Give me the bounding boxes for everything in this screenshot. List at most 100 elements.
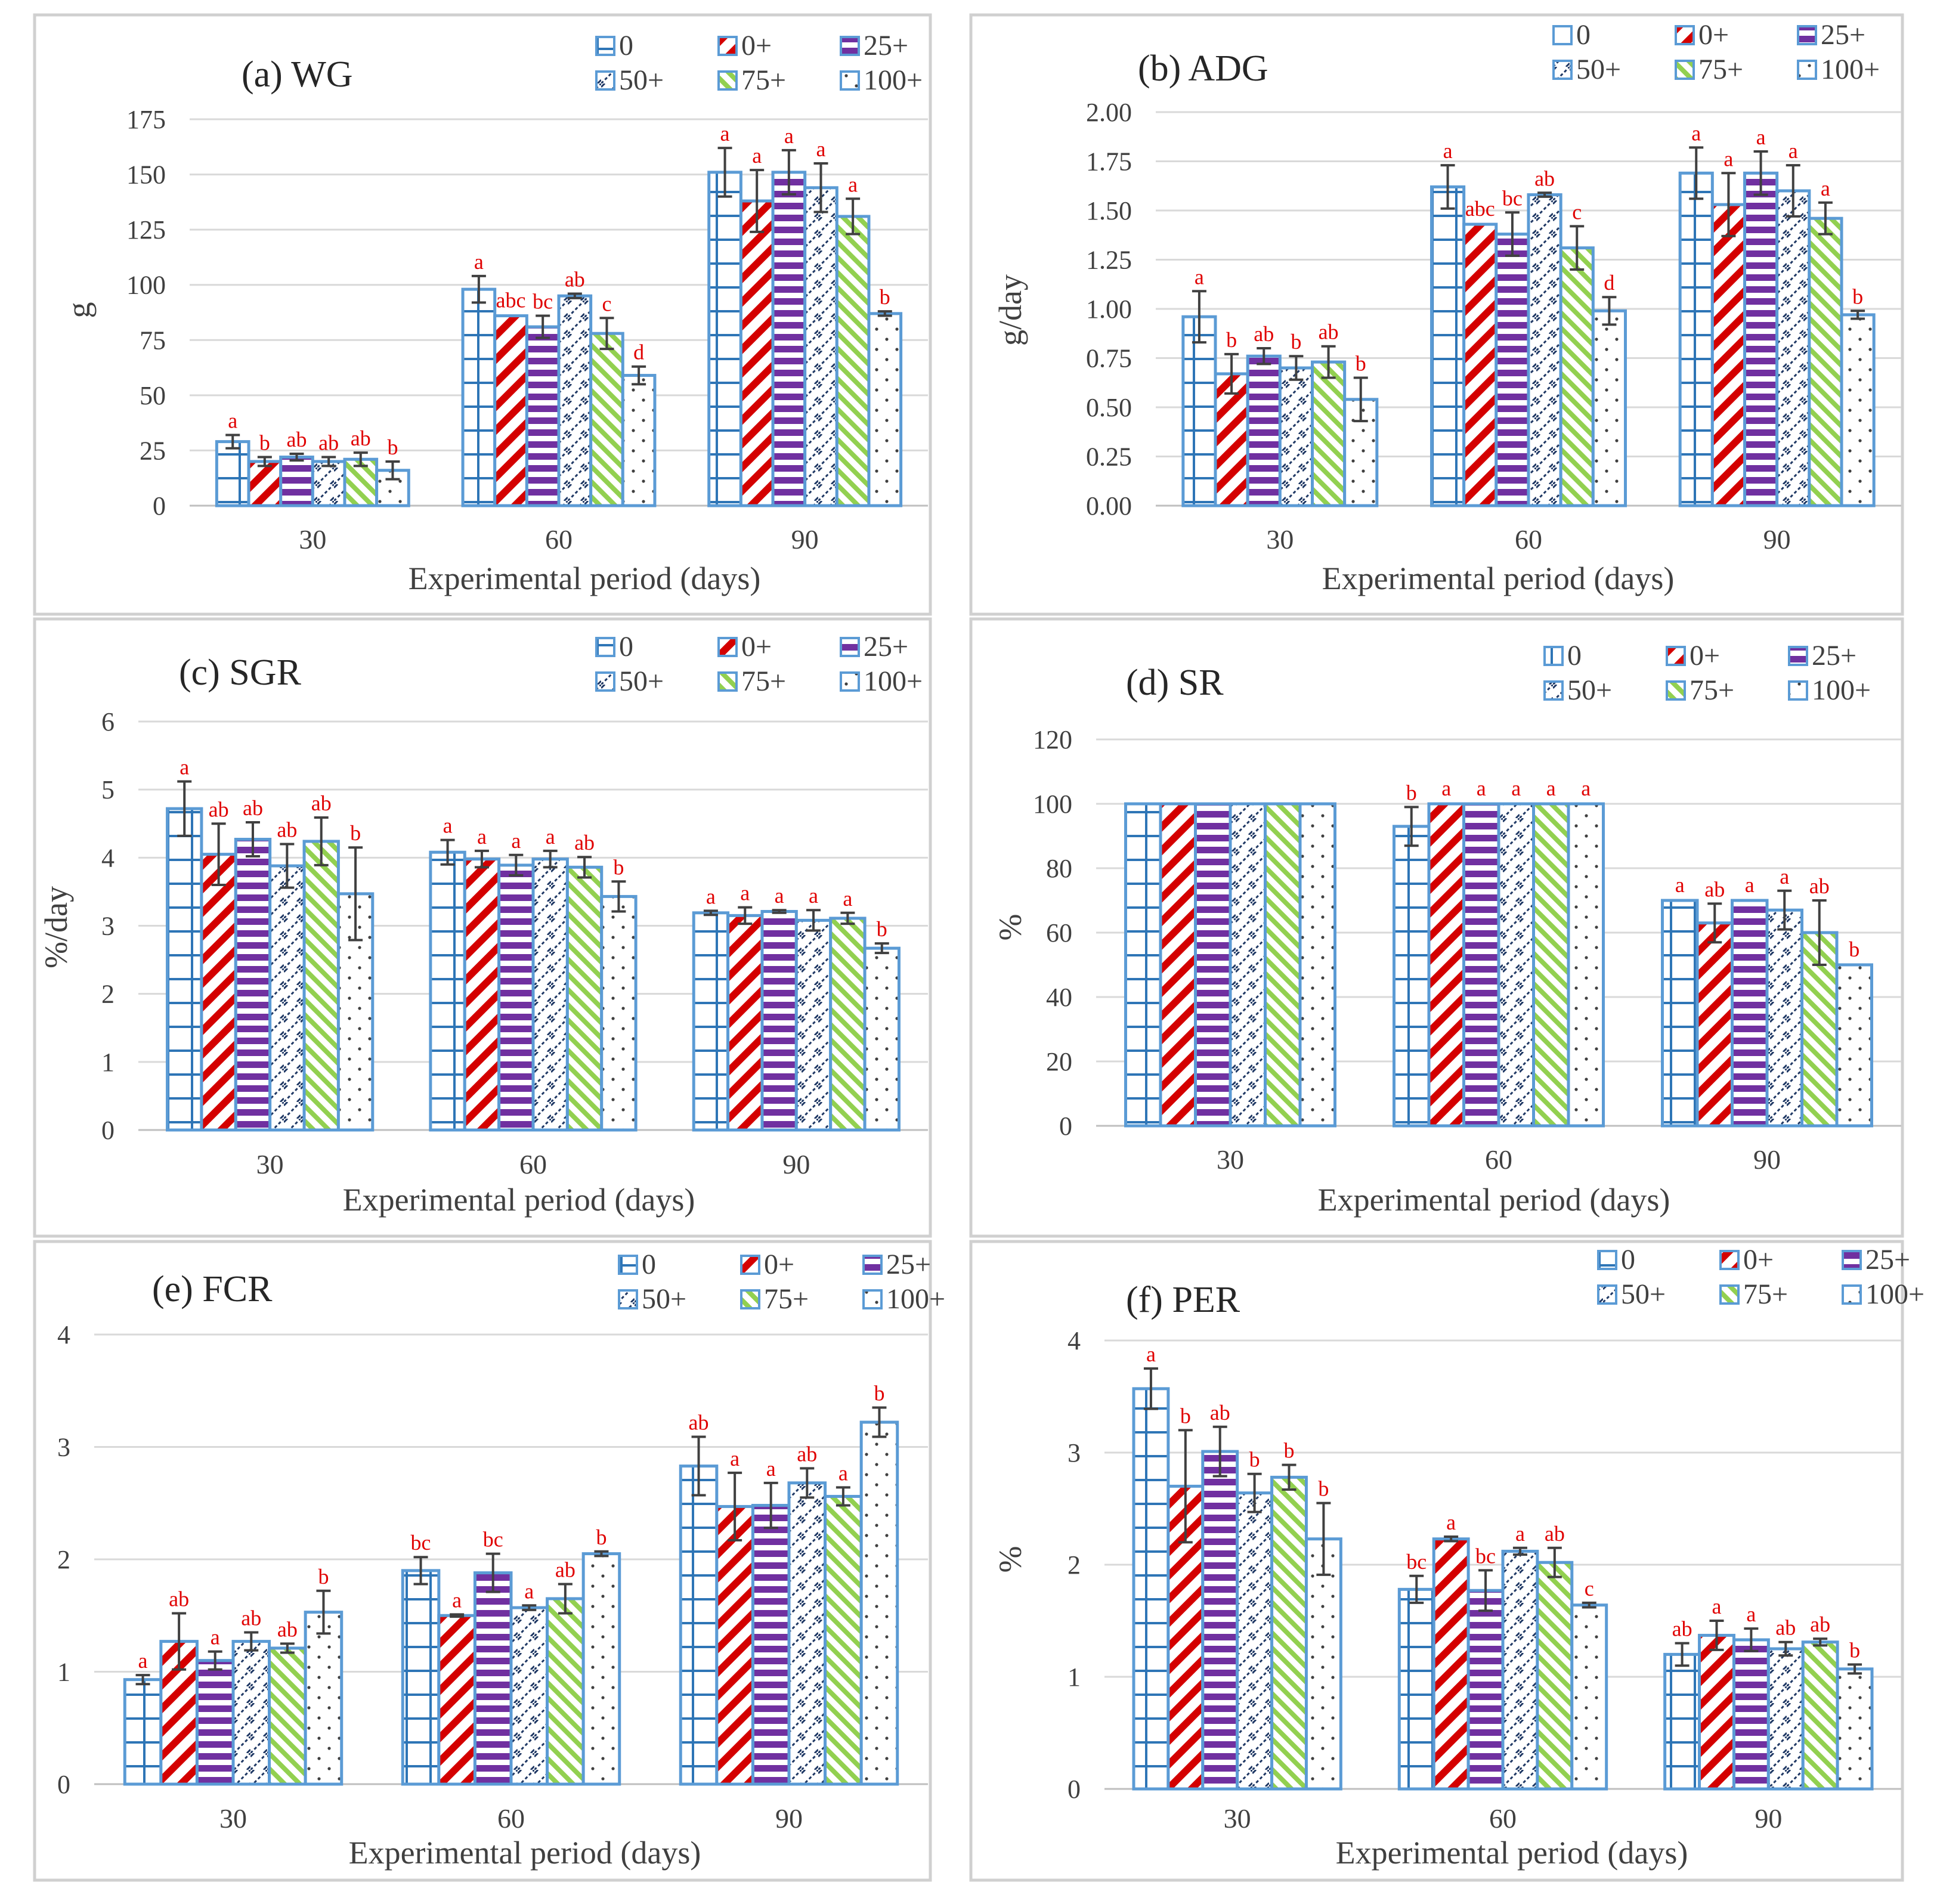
error-bar: [474, 849, 489, 869]
error-bar: [244, 1631, 259, 1652]
bar-75plus-day-60: [1536, 1561, 1574, 1791]
bar-0-day-60: [1430, 185, 1466, 507]
error-bar: [172, 1612, 187, 1671]
error-bar: [703, 909, 718, 917]
significance-letter: ab: [243, 796, 263, 820]
legend-swatch-50plus: [618, 1289, 638, 1309]
legend-label-0: 0: [619, 30, 633, 61]
error-bar: [1753, 150, 1768, 196]
bar-0plus-day-30: [1159, 802, 1197, 1128]
chart-title: (b) ADG: [1138, 48, 1268, 89]
y-tick-label: 0.75: [1086, 344, 1132, 373]
error-bar: [1537, 191, 1552, 198]
legend-label-75plus: 75+: [1690, 674, 1734, 706]
y-tick-label: 4: [57, 1320, 70, 1349]
error-bar: [485, 1552, 500, 1593]
error-bar: [1444, 1535, 1459, 1543]
significance-letter: ab: [287, 428, 307, 451]
legend-swatch-75plus: [1719, 1284, 1740, 1305]
bar-50plus-day-60: [531, 857, 569, 1132]
y-tick-label: 2.00: [1086, 98, 1132, 127]
significance-letter: ab: [565, 268, 585, 292]
error-bar: [509, 853, 524, 877]
error-bar: [728, 1471, 742, 1541]
x-axis-label: Experimental period (days): [1322, 561, 1675, 596]
bar-50plus-day-30: [311, 460, 346, 507]
chart-title: (d) SR: [1126, 662, 1224, 703]
significance-letter: a: [1446, 1510, 1456, 1534]
error-bar: [450, 1613, 465, 1618]
error-bar: [1316, 1501, 1331, 1576]
significance-letter: ab: [311, 791, 332, 815]
chart-title: (c) SGR: [179, 652, 302, 693]
y-tick-label: 6: [101, 707, 115, 736]
error-bar: [321, 456, 336, 468]
bar-50plus-day-90: [803, 186, 838, 507]
bar-0-day-30: [215, 440, 250, 507]
significance-letter: ab: [209, 797, 229, 821]
bar-0-day-90: [1663, 1652, 1701, 1791]
significance-letter: b: [1291, 330, 1301, 354]
error-bar: [1178, 1429, 1193, 1544]
y-tick-label: 0: [57, 1770, 70, 1799]
x-tick-label: 60: [519, 1149, 547, 1179]
bar-50plus-day-60: [509, 1606, 549, 1786]
bar-100plus-day-60: [1570, 1603, 1608, 1791]
bar-100plus-day-60: [1567, 802, 1605, 1128]
error-bar: [1582, 1601, 1596, 1609]
significance-letter: a: [838, 1461, 848, 1485]
significance-letter: a: [180, 755, 189, 779]
legend-swatch-0plus: [740, 1255, 760, 1275]
legend-swatch-0: [1597, 1250, 1617, 1270]
error-bar: [763, 1481, 778, 1530]
legend-label-0plus: 0+: [741, 30, 772, 61]
y-tick-label: 60: [1046, 918, 1072, 948]
legend-swatch-0: [595, 637, 615, 657]
significance-letter: a: [211, 1626, 220, 1649]
legend-label-100plus: 100+: [1865, 1278, 1924, 1310]
significance-letter: bc: [1475, 1544, 1496, 1568]
bar-25plus-day-30: [195, 1659, 235, 1786]
legend-label-50plus: 50+: [1621, 1278, 1666, 1310]
legend-swatch-75plus: [717, 671, 738, 692]
significance-letter: a: [524, 1579, 534, 1603]
significance-letter: a: [1821, 177, 1830, 200]
significance-letter: a: [546, 825, 555, 849]
legend-swatch-75plus: [740, 1289, 760, 1309]
significance-letter: ab: [1809, 874, 1830, 898]
bar-0-day-60: [429, 850, 466, 1132]
error-bar: [1353, 376, 1368, 423]
legend-label-0: 0: [642, 1249, 656, 1280]
error-bar: [536, 314, 550, 339]
bar-0plus-day-90: [1695, 921, 1734, 1128]
significance-letter: a: [720, 122, 730, 145]
significance-letter: ab: [277, 818, 297, 842]
x-tick-label: 30: [299, 524, 326, 555]
bar-25plus-day-30: [279, 456, 314, 507]
legend-label-0plus: 0+: [1690, 640, 1720, 671]
bar-25plus-day-90: [1732, 1638, 1770, 1791]
legend: 0 0+ 25+ 50+ 75+ 100+: [1543, 640, 1871, 706]
bar-25plus-day-60: [1462, 802, 1500, 1128]
error-bar: [1143, 1367, 1158, 1410]
error-bar: [280, 843, 295, 889]
legend-label-0: 0: [1576, 19, 1591, 51]
significance-letter: b: [1849, 937, 1859, 961]
legend-label-100plus: 100+: [864, 64, 923, 96]
legend-swatch-0plus: [1719, 1250, 1740, 1270]
y-tick-label: 100: [126, 271, 166, 300]
significance-letter: ab: [1210, 1401, 1230, 1425]
legend-label-0: 0: [1621, 1244, 1635, 1275]
y-tick-label: 2: [57, 1545, 70, 1574]
y-tick-label: 5: [101, 775, 115, 804]
legend-swatch-25plus: [862, 1255, 883, 1275]
legend-swatch-100plus: [862, 1289, 883, 1309]
significance-letter: b: [1318, 1477, 1329, 1501]
error-bar: [846, 197, 861, 236]
bar-0-day-90: [692, 911, 730, 1132]
significance-letter: ab: [241, 1606, 261, 1630]
